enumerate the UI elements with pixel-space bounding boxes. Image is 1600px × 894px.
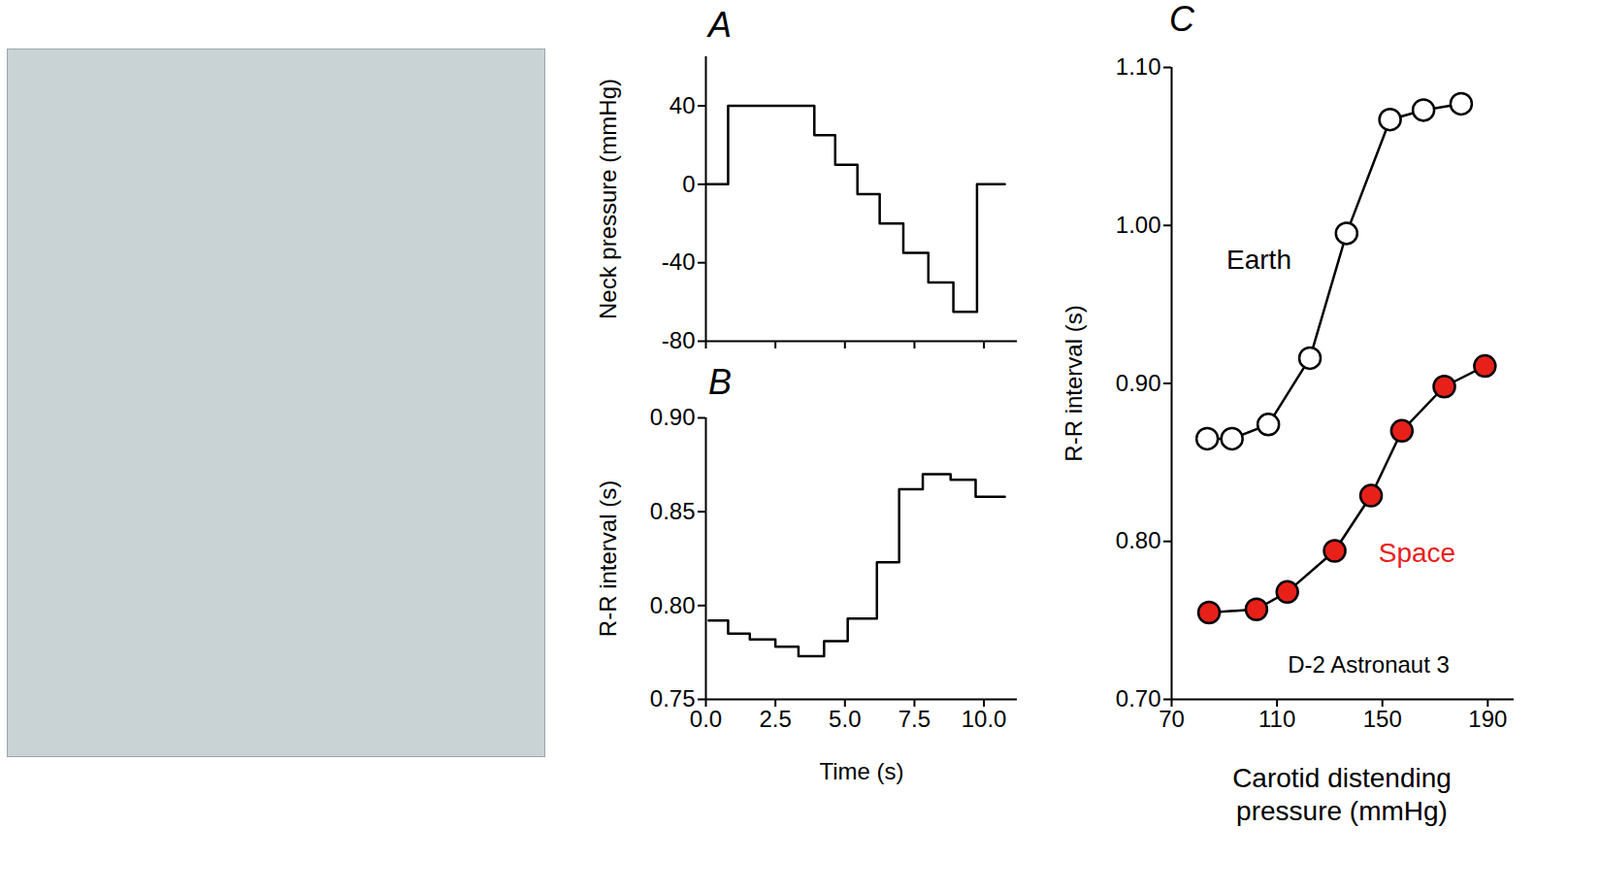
svg-text:1.10: 1.10 [1115, 53, 1162, 80]
svg-text:0.90: 0.90 [650, 403, 696, 430]
svg-text:0.90: 0.90 [1115, 369, 1162, 396]
svg-text:0: 0 [682, 170, 695, 197]
html-text:C: C [1169, 0, 1195, 39]
svg-text:0.80: 0.80 [1115, 526, 1162, 554]
svg-text:0.0: 0.0 [689, 704, 723, 732]
svg-text:0.75: 0.75 [650, 685, 696, 712]
svg-text:-80: -80 [661, 326, 696, 354]
svg-text:110: 110 [1258, 705, 1296, 732]
svg-text:0.80: 0.80 [650, 591, 696, 619]
html-text:B: B [708, 361, 732, 402]
svg-text:R-R interval (s): R-R interval (s) [594, 480, 621, 637]
html-text:A: A [708, 4, 732, 45]
svg-text:190: 190 [1468, 705, 1507, 732]
svg-text:7.5: 7.5 [898, 705, 931, 732]
svg-text:1.00: 1.00 [1115, 211, 1162, 238]
svg-text:Time (s): Time (s) [818, 757, 904, 784]
svg-text:0.85: 0.85 [650, 497, 696, 524]
svg-text:150: 150 [1363, 705, 1403, 732]
svg-text:R-R interval (s): R-R interval (s) [1060, 304, 1087, 461]
svg-text:Neck pressure (mmHg): Neck pressure (mmHg) [594, 78, 621, 320]
svg-text:Space: Space [1378, 537, 1456, 568]
svg-text:Earth: Earth [1226, 244, 1292, 275]
svg-text:2.5: 2.5 [758, 705, 791, 732]
svg-text:10.0: 10.0 [961, 705, 1008, 732]
html-text:Carotid distending pressure (m: Carotid distending pressure (mmHg) [1232, 762, 1452, 826]
svg-text:D-2 Astronaut 3: D-2 Astronaut 3 [1287, 651, 1450, 678]
svg-text:-40: -40 [661, 248, 696, 275]
svg-text:5.0: 5.0 [828, 705, 861, 732]
svg-text:40: 40 [669, 92, 696, 119]
svg-text:70: 70 [1158, 705, 1185, 732]
svg-text:0.70: 0.70 [1115, 685, 1162, 712]
